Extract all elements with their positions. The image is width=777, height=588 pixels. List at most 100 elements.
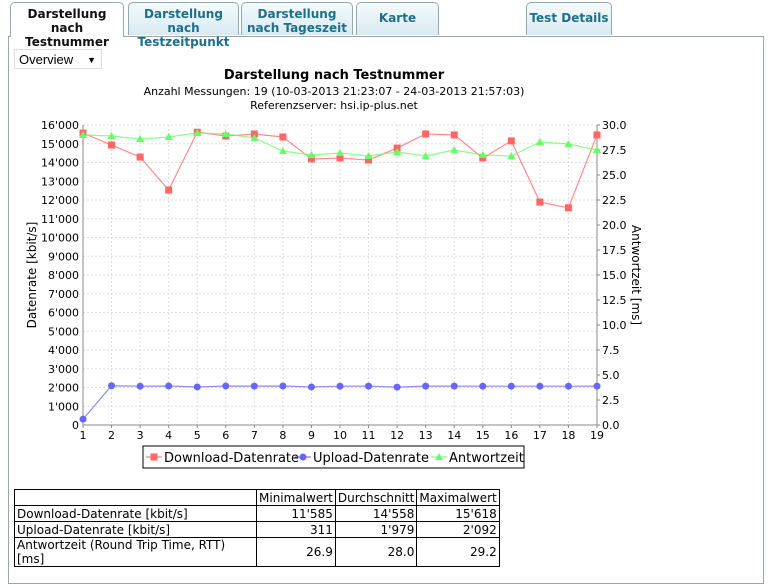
data-point [336,154,344,162]
data-point [250,134,259,141]
data-point [250,130,258,138]
data-point [307,151,316,158]
legend-marker [435,453,443,460]
data-point [250,382,258,390]
header-cell [14,489,257,506]
table-row: Antwortzeit (Round Trip Time, RTT) [ms] … [14,537,500,567]
chevron-down-icon: ▼ [87,55,96,65]
x-tick-label: 1 [80,429,87,442]
data-point [364,152,373,159]
y-tick-label: 11'000 [41,213,79,226]
data-point [393,148,402,155]
cell: 1'979 [334,521,418,538]
data-point [422,382,430,390]
data-point [307,383,315,391]
data-point [279,382,287,390]
y-tick-label: 14'000 [41,157,79,170]
tab-test-details[interactable]: Test Details [526,2,612,35]
tab-panel [8,36,764,584]
header-cell: Durchschnitt [334,489,418,506]
x-tick-label: 16 [504,429,518,442]
x-tick-label: 15 [476,429,490,442]
data-point [393,383,401,391]
y-tick-label: 2'000 [48,382,79,395]
view-select-value: Overview [19,52,74,67]
data-point [336,382,344,390]
y-tick-label: 3'000 [48,363,79,376]
table-row: Upload-Datenrate [kbit/s] 311 1'979 2'09… [14,521,500,538]
x-tick-label: 9 [308,429,315,442]
x-tick-label: 4 [165,429,172,442]
data-point [307,155,315,163]
x-tick-label: 8 [279,429,286,442]
x-tick-label: 3 [137,429,144,442]
chart: 1 2 3 4 5 6 7 8 9 10 11 12 13 14 15 16 17 18 1901'0002'000… [25,119,643,469]
y-tick-label: 9'000 [48,250,79,263]
data-point [365,156,373,164]
data-point [564,204,572,212]
data-point [593,131,601,139]
data-point [193,383,201,391]
y2-tick-label: 15.0 [602,269,627,282]
view-select[interactable]: Overview ▼ [14,49,102,69]
data-point [136,382,144,390]
x-tick-label: 2 [108,429,115,442]
chart-title: Darstellung nach Testnummer [223,68,445,83]
header-cell: Maximalwert [416,489,500,506]
data-point [593,146,601,153]
data-point [365,382,373,390]
data-point [536,382,544,390]
data-point [450,131,458,139]
y2-tick-label: 12.5 [602,294,627,307]
x-tick-label: 14 [447,429,461,442]
x-tick-label: 10 [333,429,347,442]
data-point [450,382,458,390]
chart-subtitle: Anzahl Messungen: 19 (10-03-2013 21:23:0… [143,85,525,98]
tab-testnummer[interactable]: Darstellung nach Testnummer [10,2,124,49]
stats-table: Minimalwert Durchschnitt Maximalwert Dow… [14,489,500,567]
data-point [422,130,430,138]
data-point [165,382,173,390]
y-tick-label: 16'000 [41,119,79,132]
y-axis-label: Datenrate [kbit/s] [25,222,39,329]
y-tick-label: 0 [72,419,79,432]
row-label: Download-Datenrate [kbit/s] [14,505,257,522]
cell: 29.2 [416,537,500,567]
y-tick-label: 7'000 [48,288,79,301]
data-point [421,152,430,159]
data-point [450,146,459,153]
y2-tick-label: 10.0 [602,319,627,332]
data-point [478,151,487,158]
header-cell: Minimalwert [256,489,336,506]
cell: 28.0 [334,537,418,567]
data-point [507,382,515,390]
tab-testzeitpunkt[interactable]: Darstellung nach Testzeitpunkt [128,2,239,49]
data-point [79,415,87,423]
y2-tick-label: 20.0 [602,219,627,232]
data-point [507,137,515,145]
tab-tageszeit[interactable]: Darstellung nach Tageszeit [241,2,353,35]
data-point [222,382,230,390]
data-point [221,130,230,137]
data-point [336,149,344,156]
data-point [193,129,202,136]
data-point [136,153,144,161]
legend-label: Download-Datenrate [164,451,299,466]
data-point [535,138,544,145]
y-tick-label: 4'000 [48,344,79,357]
x-tick-label: 7 [251,429,258,442]
row-label: Antwortzeit (Round Trip Time, RTT) [ms] [14,537,257,567]
x-tick-label: 12 [390,429,404,442]
data-point [79,131,87,138]
y-tick-label: 12'000 [41,194,79,207]
cell: 14'558 [334,505,418,522]
x-tick-label: 5 [194,429,201,442]
x-tick-label: 11 [362,429,376,442]
cell: 11'585 [256,505,336,522]
y2-tick-label: 2.5 [602,394,620,407]
tab-karte[interactable]: Karte [356,2,439,35]
chart-server: Referenzserver: hsi.ip-plus.net [250,99,418,112]
legend-marker [150,453,158,461]
y2-tick-label: 30.0 [602,119,627,132]
legend-marker [299,453,307,461]
